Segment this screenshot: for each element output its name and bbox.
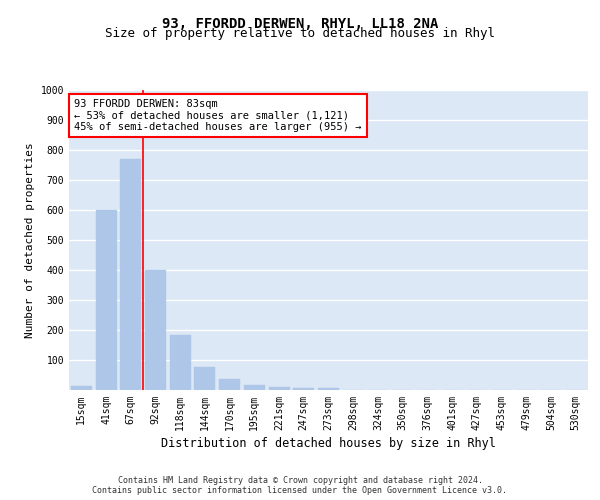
Text: Contains HM Land Registry data © Crown copyright and database right 2024.
Contai: Contains HM Land Registry data © Crown c… [92,476,508,495]
Bar [71,386,92,390]
Bar [170,334,191,390]
Bar [219,378,240,390]
Bar [269,387,290,390]
Text: 93 FFORDD DERWEN: 83sqm
← 53% of detached houses are smaller (1,121)
45% of semi: 93 FFORDD DERWEN: 83sqm ← 53% of detache… [74,99,362,132]
Text: 93, FFORDD DERWEN, RHYL, LL18 2NA: 93, FFORDD DERWEN, RHYL, LL18 2NA [162,18,438,32]
Bar [194,366,215,390]
Bar [95,210,116,390]
Y-axis label: Number of detached properties: Number of detached properties [25,142,35,338]
Bar [145,270,166,390]
Bar [293,388,314,390]
X-axis label: Distribution of detached houses by size in Rhyl: Distribution of detached houses by size … [161,437,496,450]
Text: Size of property relative to detached houses in Rhyl: Size of property relative to detached ho… [105,28,495,40]
Bar [120,159,141,390]
Bar [318,388,339,390]
Bar [244,384,265,390]
